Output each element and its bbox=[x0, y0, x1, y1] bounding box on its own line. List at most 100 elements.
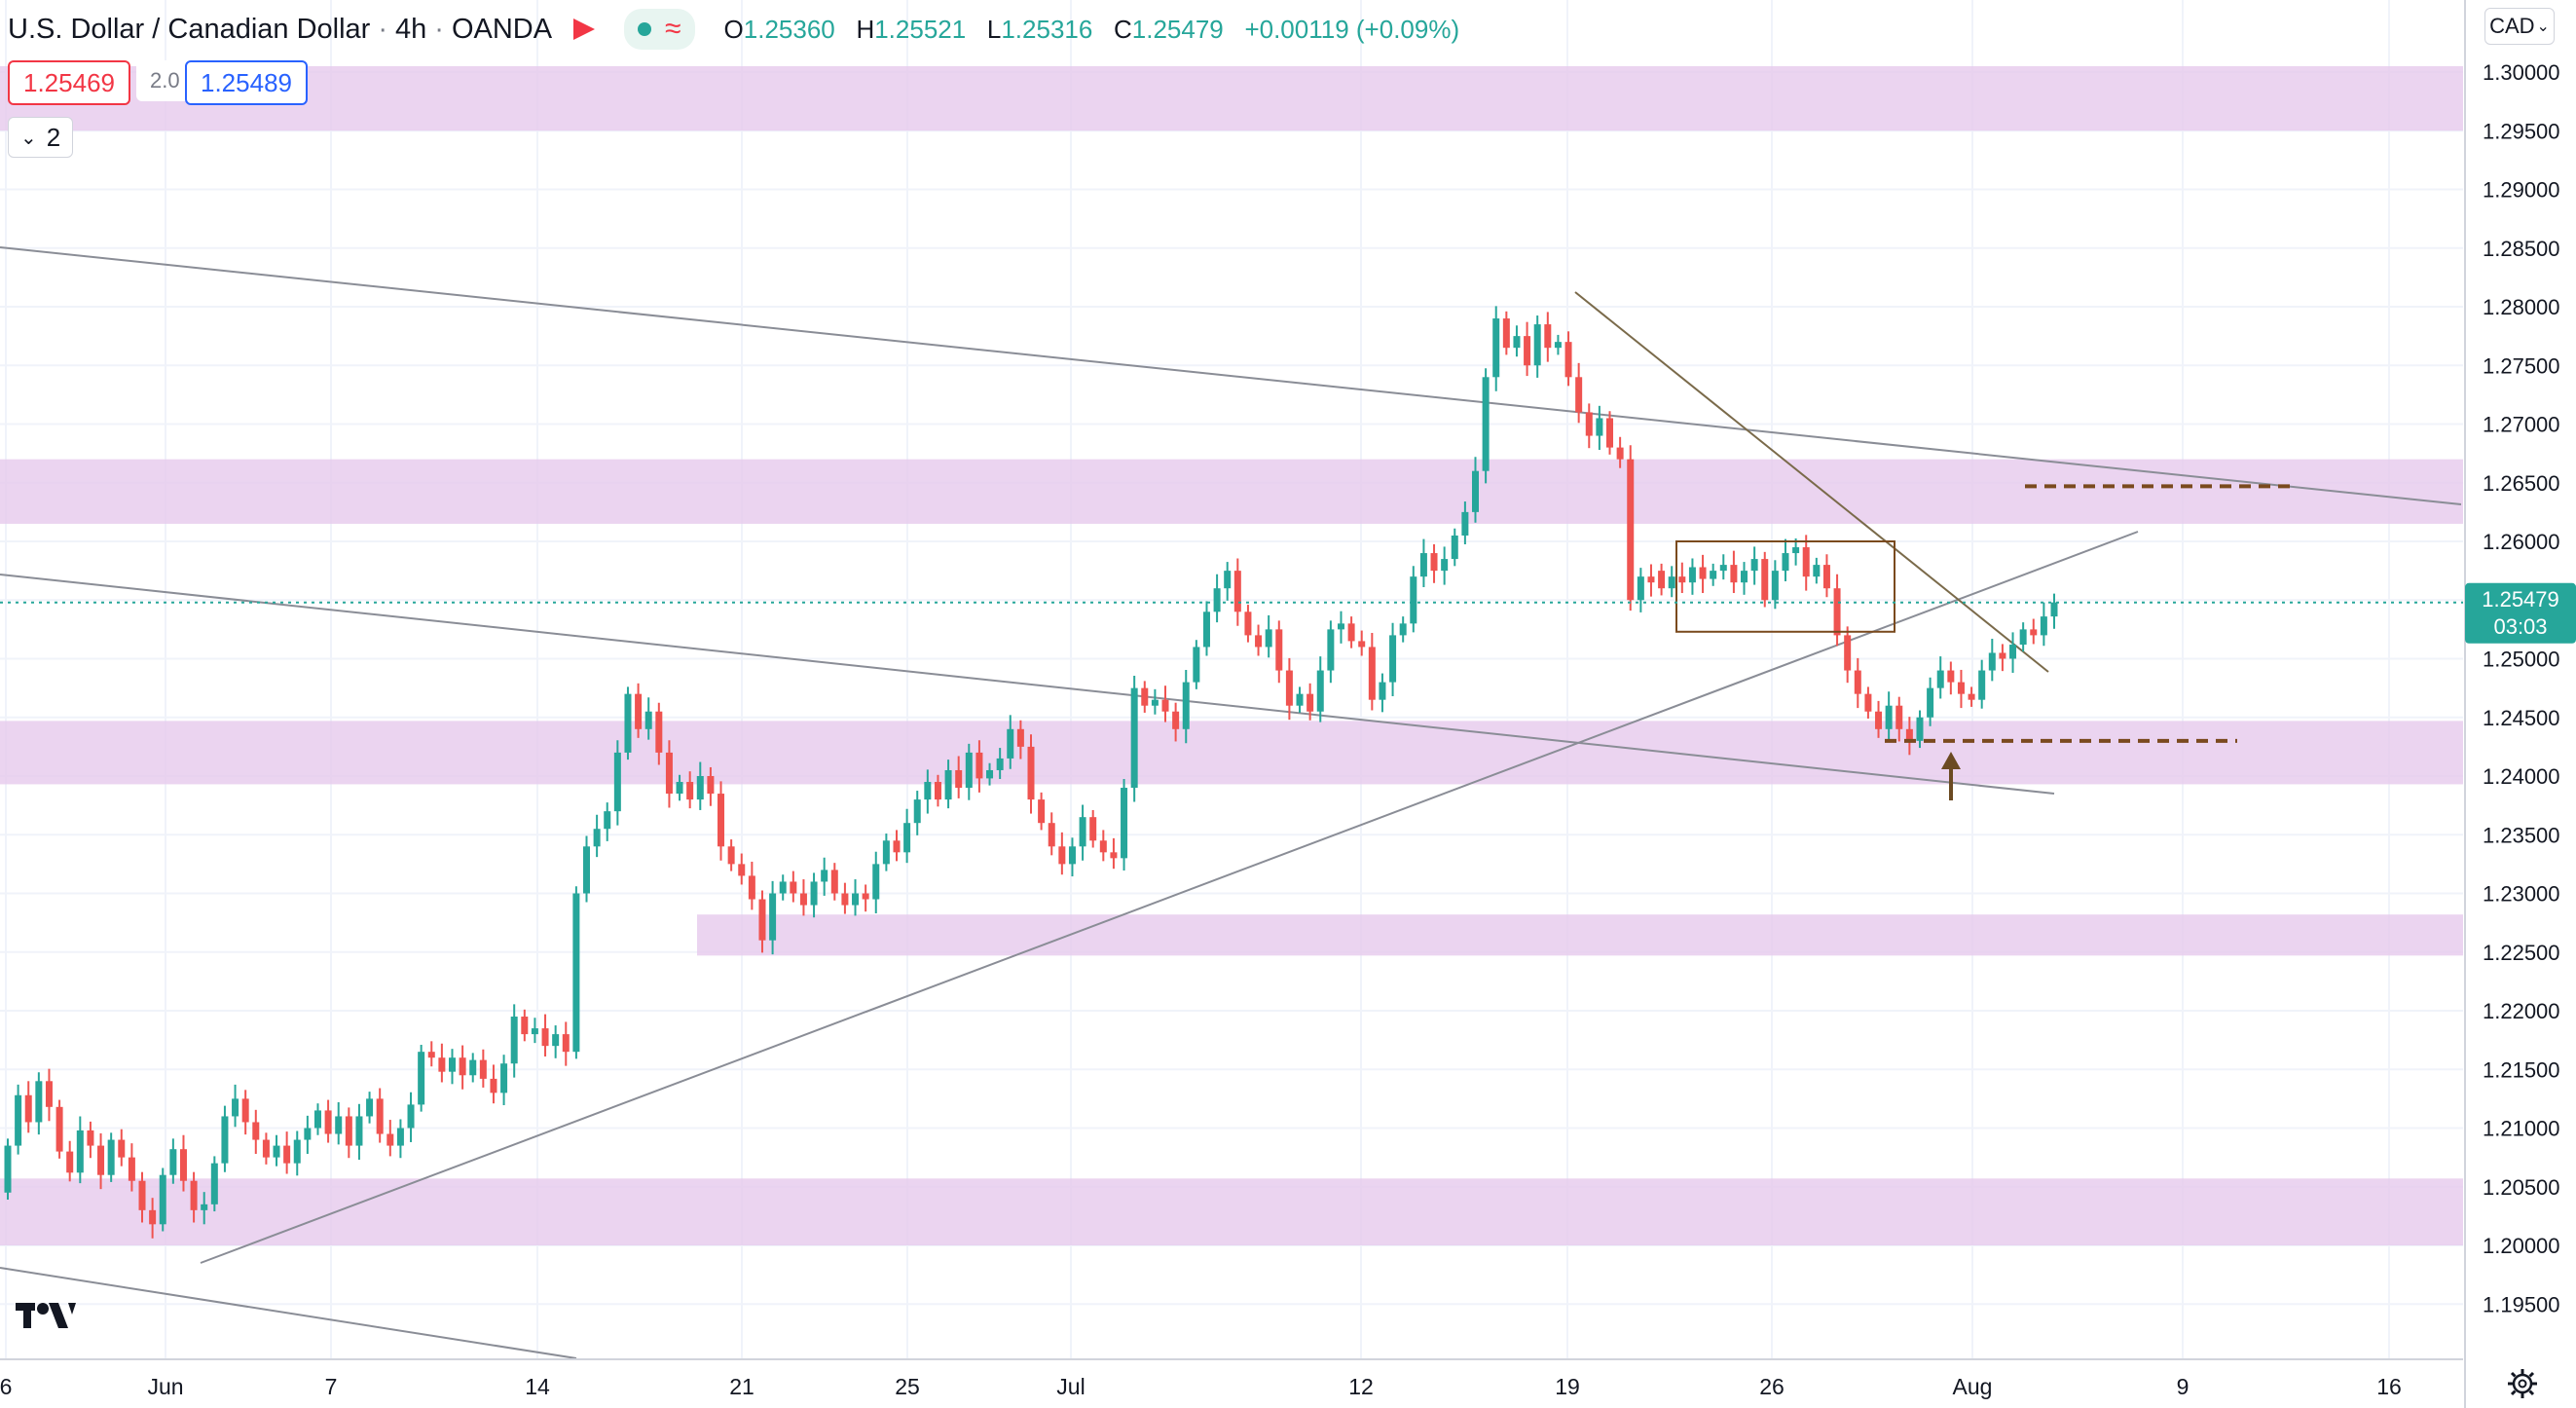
market-status-pill[interactable]: ≈ bbox=[624, 9, 695, 50]
candle bbox=[758, 890, 766, 953]
candle bbox=[345, 1107, 352, 1159]
candle bbox=[810, 872, 818, 918]
candle bbox=[1182, 669, 1190, 744]
candle bbox=[510, 1004, 518, 1078]
candle bbox=[97, 1132, 105, 1190]
candle bbox=[355, 1103, 363, 1161]
candle bbox=[1193, 640, 1200, 689]
flag-icon[interactable] bbox=[573, 19, 596, 40]
candle bbox=[944, 760, 952, 809]
tradingview-logo-icon[interactable] bbox=[14, 1295, 76, 1338]
time-tick-label: 9 bbox=[2177, 1374, 2190, 1399]
candle bbox=[965, 743, 973, 800]
candle bbox=[1316, 656, 1324, 723]
candle bbox=[1121, 779, 1128, 871]
buy-price-button[interactable]: 1.25489 bbox=[185, 60, 308, 105]
candle bbox=[748, 861, 755, 910]
candle bbox=[562, 1021, 570, 1066]
candle bbox=[1719, 554, 1727, 580]
candle bbox=[1596, 405, 1603, 451]
time-tick-label: 7 bbox=[325, 1374, 338, 1399]
currency-select[interactable]: CAD ⌄ bbox=[2484, 8, 2555, 45]
candle bbox=[1988, 639, 1996, 682]
candle bbox=[986, 762, 994, 786]
timeframe-label[interactable]: 4h bbox=[395, 13, 427, 45]
candle bbox=[418, 1044, 425, 1112]
candle bbox=[1854, 657, 1861, 709]
candle bbox=[1027, 734, 1035, 814]
candle bbox=[1606, 411, 1614, 455]
candle bbox=[1285, 657, 1293, 721]
candle bbox=[2030, 618, 2038, 645]
candle bbox=[4, 1138, 12, 1201]
price-tick-label: 1.28000 bbox=[2483, 295, 2560, 319]
candle bbox=[1999, 644, 2006, 672]
time-tick-label: 12 bbox=[1348, 1374, 1374, 1399]
candle bbox=[190, 1171, 198, 1223]
candle bbox=[490, 1064, 497, 1104]
candle bbox=[1379, 673, 1386, 713]
price-tick-label: 1.20500 bbox=[2483, 1175, 2560, 1200]
candle bbox=[727, 839, 735, 871]
candle bbox=[262, 1132, 270, 1165]
candle bbox=[2040, 602, 2047, 647]
candle bbox=[2050, 593, 2058, 629]
price-tick-label: 1.24000 bbox=[2483, 764, 2560, 789]
candle bbox=[1978, 659, 1986, 709]
consolidation-box bbox=[1675, 540, 1895, 633]
time-tick-label: Aug bbox=[1953, 1374, 1993, 1399]
candle bbox=[1007, 715, 1014, 769]
candle bbox=[1885, 691, 1893, 740]
candle bbox=[1627, 445, 1635, 611]
candle bbox=[604, 802, 611, 841]
price-tick-label: 1.28500 bbox=[2483, 237, 2560, 261]
candle bbox=[613, 740, 621, 826]
candle bbox=[1482, 368, 1490, 484]
price-tick-label: 1.29500 bbox=[2483, 119, 2560, 143]
symbol-title[interactable]: U.S. Dollar / Canadian Dollar bbox=[8, 13, 371, 45]
candle bbox=[790, 871, 797, 903]
candle bbox=[1430, 544, 1438, 583]
candle bbox=[1255, 624, 1263, 656]
candle bbox=[913, 791, 921, 835]
candle bbox=[1513, 325, 1521, 357]
candle bbox=[324, 1099, 332, 1143]
candle bbox=[572, 886, 580, 1059]
candle bbox=[479, 1049, 487, 1088]
candle bbox=[1327, 620, 1335, 684]
indicators-toggle-button[interactable]: ⌄ 2 bbox=[8, 117, 74, 158]
candle bbox=[1038, 792, 1046, 831]
candle bbox=[1761, 551, 1769, 608]
candle bbox=[1492, 306, 1500, 391]
separator: · bbox=[378, 13, 387, 45]
candle bbox=[1410, 566, 1417, 633]
candle bbox=[1647, 564, 1655, 597]
candle bbox=[313, 1103, 321, 1135]
price-tick-label: 1.24500 bbox=[2483, 706, 2560, 730]
gear-icon[interactable] bbox=[2506, 1367, 2539, 1400]
candle bbox=[738, 853, 746, 885]
chart-header: U.S. Dollar / Canadian Dollar · 4h · OAN… bbox=[8, 8, 1459, 51]
candle bbox=[1275, 620, 1283, 684]
candle bbox=[304, 1115, 312, 1155]
candle bbox=[1957, 669, 1965, 709]
price-tick-label: 1.23500 bbox=[2483, 823, 2560, 847]
candle bbox=[87, 1121, 94, 1159]
candle bbox=[1564, 331, 1572, 387]
candle bbox=[1110, 837, 1118, 870]
candle bbox=[1688, 558, 1696, 595]
separator: · bbox=[434, 13, 444, 45]
candle bbox=[1389, 622, 1397, 697]
candle bbox=[1947, 661, 1955, 695]
candle bbox=[583, 835, 591, 903]
sell-price-button[interactable]: 1.25469 bbox=[8, 60, 130, 105]
price-tick-label: 1.27500 bbox=[2483, 353, 2560, 378]
candle bbox=[882, 834, 890, 871]
candle bbox=[1710, 563, 1717, 586]
candle bbox=[696, 761, 704, 810]
candle bbox=[821, 857, 828, 896]
trendline-ascending-support bbox=[200, 531, 2139, 1264]
candle bbox=[469, 1053, 477, 1083]
candle bbox=[1771, 560, 1779, 610]
